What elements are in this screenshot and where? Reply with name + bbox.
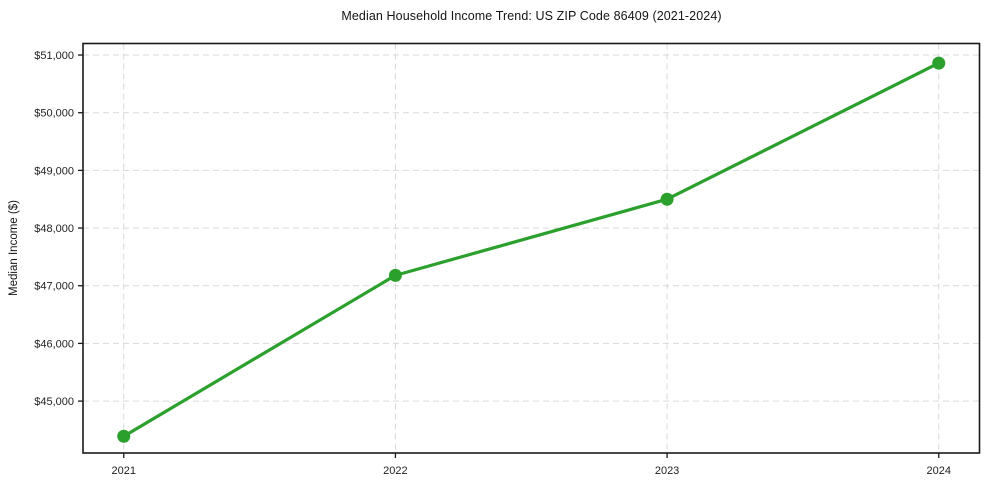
data-point bbox=[388, 268, 402, 282]
y-tick-label: $49,000 bbox=[34, 165, 74, 177]
axis-frame bbox=[82, 42, 981, 454]
x-tick-label: 2022 bbox=[383, 465, 407, 477]
data-point bbox=[660, 192, 674, 206]
y-tick-label: $51,000 bbox=[34, 50, 74, 62]
y-tick-label: $47,000 bbox=[34, 281, 74, 293]
y-tick-label: $50,000 bbox=[34, 108, 74, 120]
y-tick-label: $45,000 bbox=[34, 396, 74, 408]
trend-line bbox=[122, 61, 941, 438]
y-tick-label: $46,000 bbox=[34, 338, 74, 350]
x-tick-label: 2024 bbox=[927, 465, 951, 477]
data-point bbox=[932, 56, 946, 70]
x-tick-label: 2023 bbox=[655, 465, 679, 477]
y-tick-label: $48,000 bbox=[34, 223, 74, 235]
data-point bbox=[117, 429, 131, 443]
chart-title: Median Household Income Trend: US ZIP Co… bbox=[341, 9, 722, 23]
x-tick-label: 2021 bbox=[112, 465, 136, 477]
